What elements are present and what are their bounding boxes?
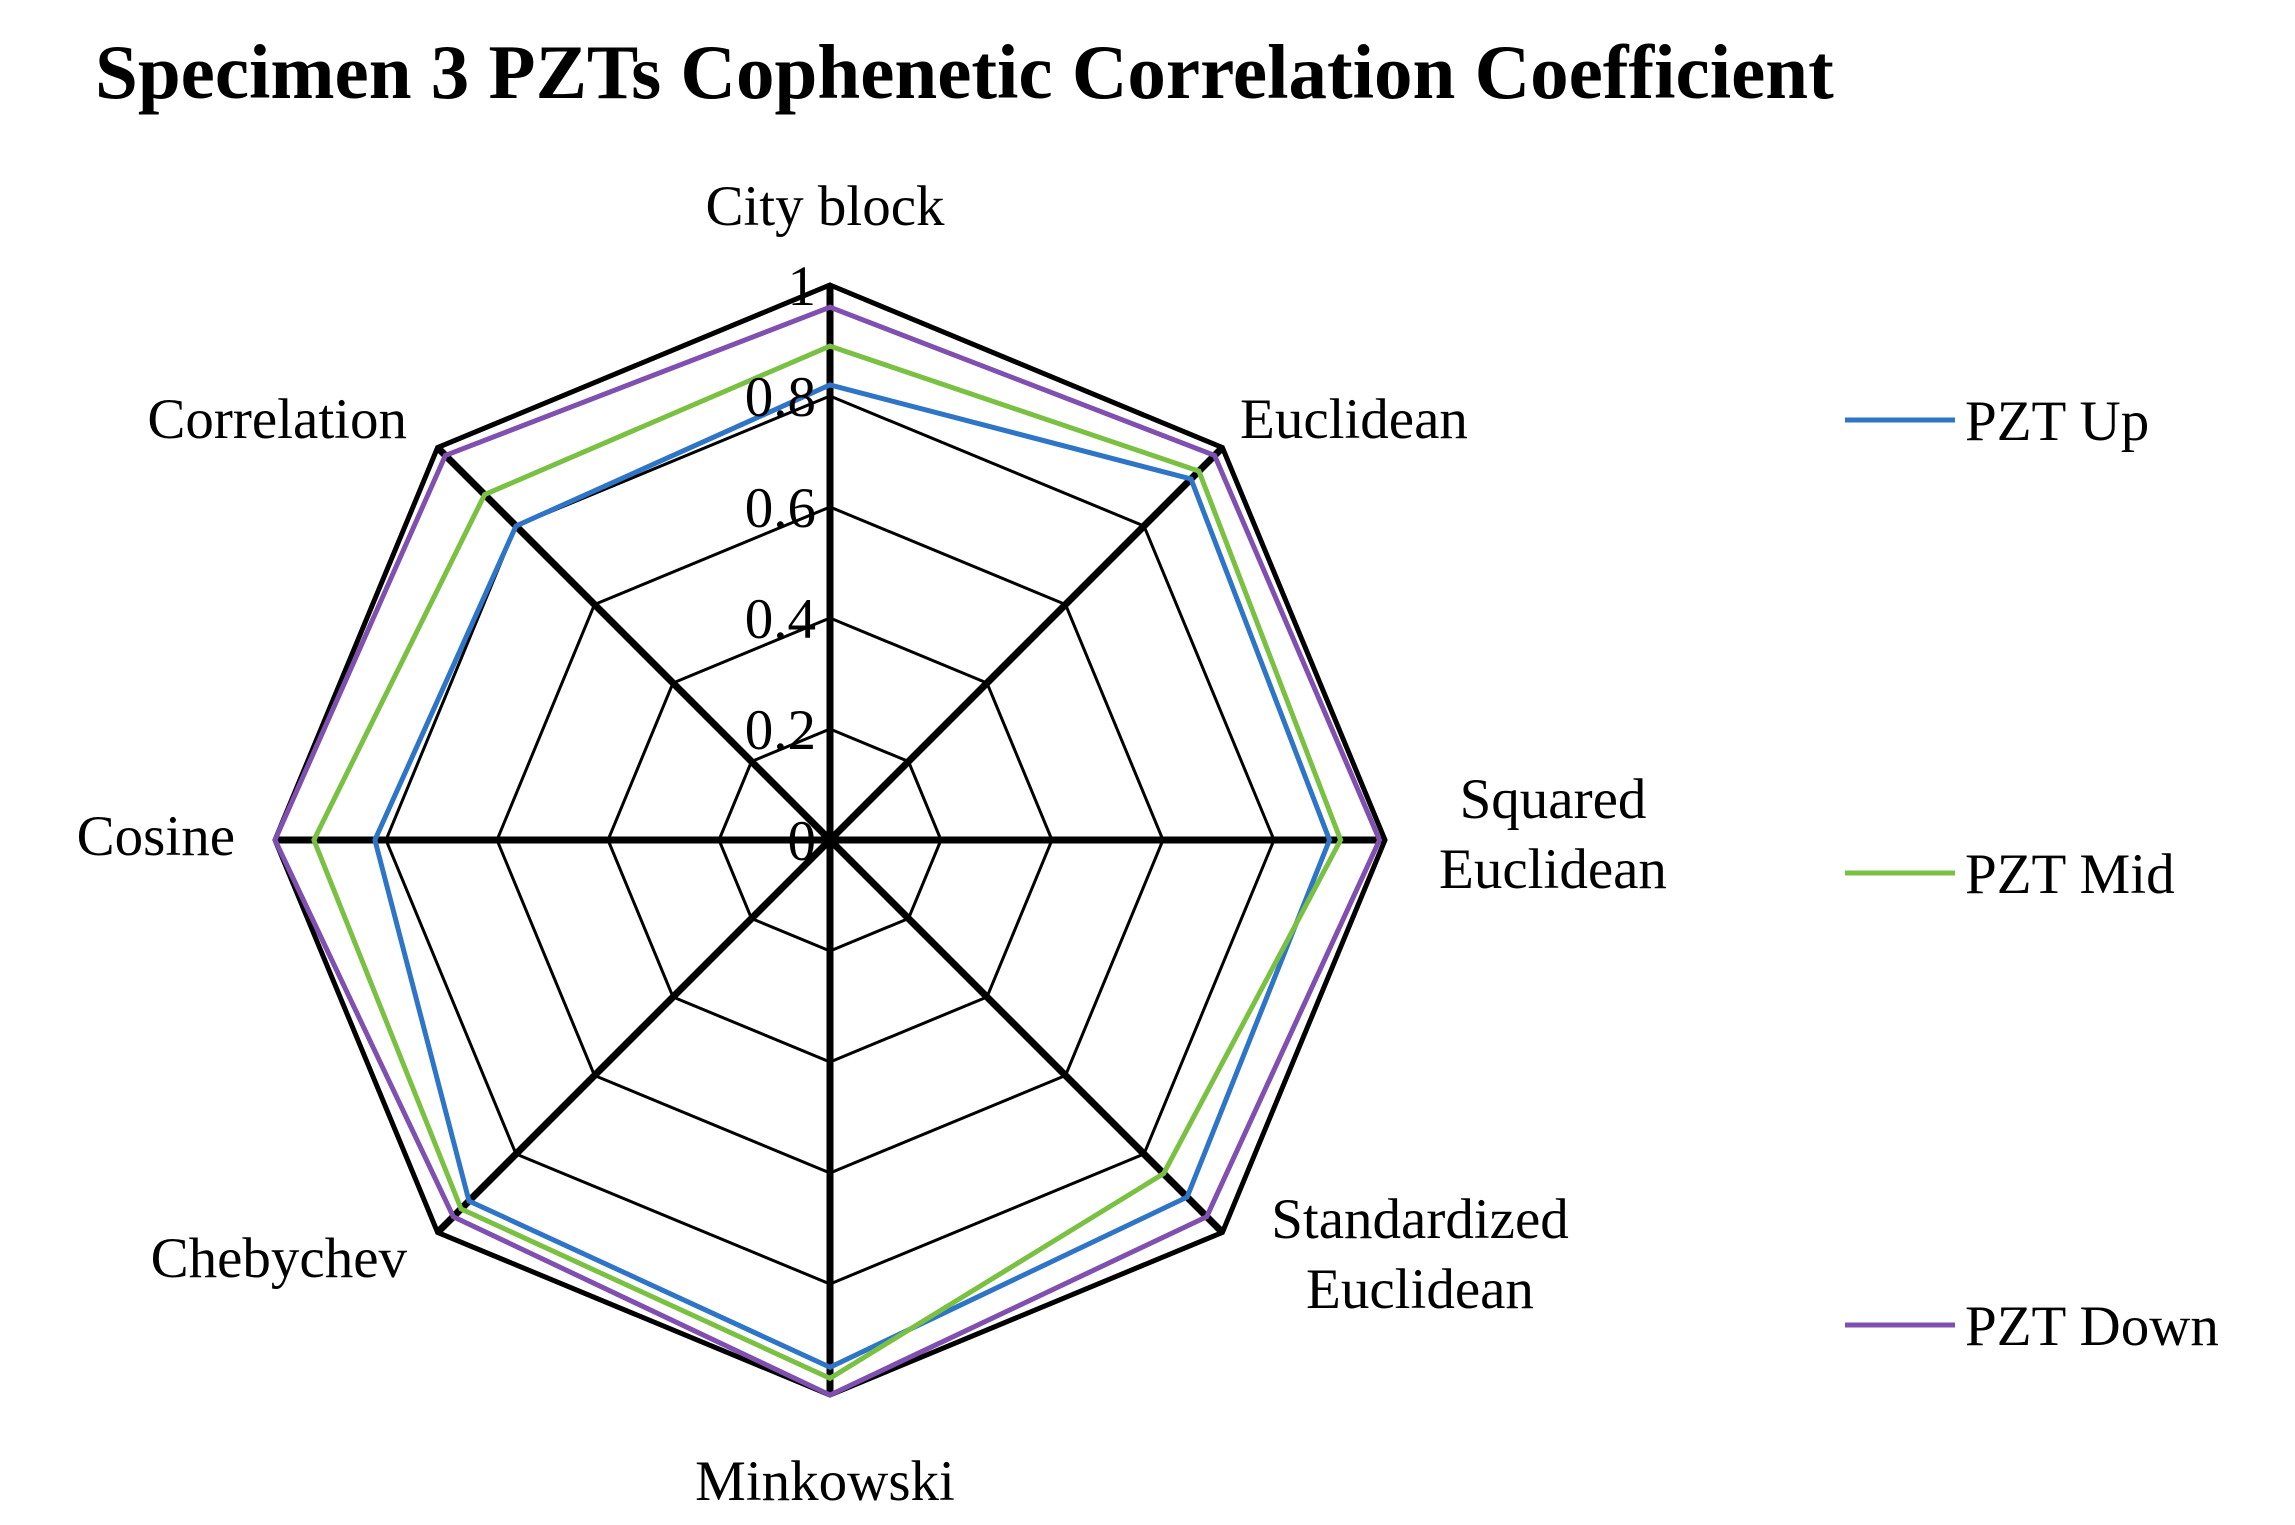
tick-label-0: 0 [788,810,817,873]
category-label-6: Cosine [77,805,235,868]
category-label-3: Standardized Euclidean [1271,1188,1569,1321]
legend-label-1: PZT Mid [1965,843,2175,906]
category-label-5: Chebychev [151,1227,408,1290]
legend-label-0: PZT Up [1965,390,2149,453]
tick-label-3: 0.6 [745,477,816,540]
category-labels: City block Euclidean Squared Euclidean Stand… [77,175,1667,1513]
tick-label-2: 0.4 [745,588,816,651]
tick-label-1: 0.2 [745,699,816,762]
tick-label-5: 1 [788,255,817,318]
series-line-0 [372,382,1333,1371]
chart-title: Specimen 3 PZTs Cophenetic Correlation C… [95,29,1834,115]
spoke-7 [435,445,833,843]
legend-label-2: PZT Down [1965,1295,2219,1358]
category-label-2: Squared Euclidean [1439,768,1667,901]
legend: PZT Up PZT Mid PZT Down [1845,390,2219,1358]
spoke-3 [827,837,1225,1235]
spoke-1 [827,445,1225,843]
category-label-1: Euclidean [1240,388,1468,451]
radar-series [272,304,1383,1398]
series-line-2 [272,304,1383,1398]
category-label-0: City block [705,175,945,238]
tick-label-4: 0.8 [745,366,816,429]
radial-tick-labels: 0 0.2 0.4 0.6 0.8 1 [745,255,816,873]
category-label-7: Correlation [147,388,407,451]
radar-spokes [275,285,1385,1395]
spoke-5 [435,837,833,1235]
category-label-4: Minkowski [695,1450,955,1513]
series-line-1 [311,343,1344,1382]
